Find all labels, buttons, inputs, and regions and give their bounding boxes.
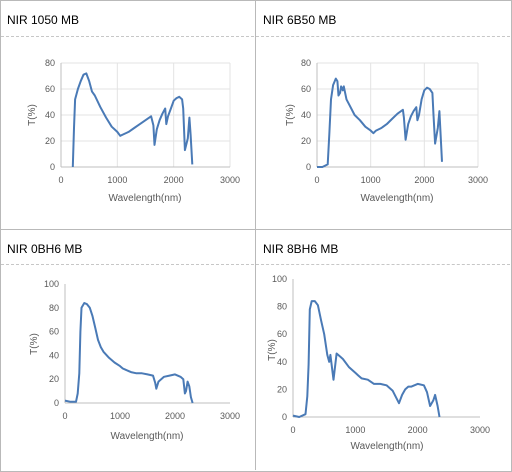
y-tick-label: 80 [277, 302, 287, 312]
title-separator [256, 264, 510, 265]
title-separator [1, 264, 254, 265]
y-tick-label: 40 [49, 350, 59, 360]
y-tick-label: 20 [45, 136, 55, 146]
y-tick-label: 20 [277, 384, 287, 394]
y-axis-label: T(%) [27, 104, 38, 126]
y-axis-label: T(%) [267, 339, 278, 361]
y-tick-label: 60 [301, 84, 311, 94]
x-tick-label: 2000 [408, 425, 428, 435]
panel-divider-vertical [255, 0, 256, 470]
y-tick-label: 20 [301, 136, 311, 146]
x-tick-label: 0 [314, 175, 319, 185]
x-axis-label: Wavelength(nm) [111, 431, 184, 442]
x-tick-label: 0 [62, 411, 67, 421]
x-tick-label: 2000 [414, 175, 434, 185]
y-tick-label: 100 [272, 274, 287, 284]
x-tick-label: 3000 [220, 175, 240, 185]
x-tick-label: 3000 [220, 411, 240, 421]
y-tick-label: 60 [49, 327, 59, 337]
x-tick-label: 0 [290, 425, 295, 435]
chart-title: NIR 1050 MB [7, 13, 80, 27]
y-tick-label: 80 [45, 58, 55, 68]
y-tick-label: 40 [277, 357, 287, 367]
chart-title: NIR 6B50 MB [263, 13, 337, 27]
x-tick-label: 1000 [107, 175, 127, 185]
series-line [292, 300, 441, 418]
x-tick-label: 1000 [361, 175, 381, 185]
x-tick-label: 2000 [164, 175, 184, 185]
chart-title: NIR 0BH6 MB [7, 242, 83, 256]
y-tick-label: 0 [282, 412, 287, 422]
y-tick-label: 100 [44, 279, 59, 289]
y-tick-label: 40 [301, 110, 311, 120]
x-tick-label: 2000 [165, 411, 185, 421]
title-separator [256, 36, 510, 37]
y-tick-label: 20 [49, 374, 59, 384]
y-tick-label: 0 [306, 162, 311, 172]
series-line [64, 302, 194, 404]
series-line [71, 72, 194, 168]
y-tick-label: 80 [49, 303, 59, 313]
x-axis-label: Wavelength(nm) [361, 193, 434, 204]
y-axis-label: T(%) [29, 333, 40, 355]
y-tick-label: 60 [277, 329, 287, 339]
x-tick-label: 0 [58, 175, 63, 185]
y-tick-label: 60 [45, 84, 55, 94]
panel-divider-horizontal [0, 229, 512, 230]
chart-title: NIR 8BH6 MB [263, 242, 339, 256]
x-tick-label: 1000 [345, 425, 365, 435]
x-tick-label: 3000 [470, 425, 490, 435]
series-line [317, 77, 443, 168]
x-axis-label: Wavelength(nm) [351, 441, 424, 452]
title-separator [1, 36, 254, 37]
y-tick-label: 80 [301, 58, 311, 68]
x-tick-label: 1000 [110, 411, 130, 421]
y-tick-label: 0 [50, 162, 55, 172]
y-tick-label: 40 [45, 110, 55, 120]
x-tick-label: 3000 [468, 175, 488, 185]
y-axis-label: T(%) [285, 104, 296, 126]
y-tick-label: 0 [54, 398, 59, 408]
x-axis-label: Wavelength(nm) [109, 193, 182, 204]
